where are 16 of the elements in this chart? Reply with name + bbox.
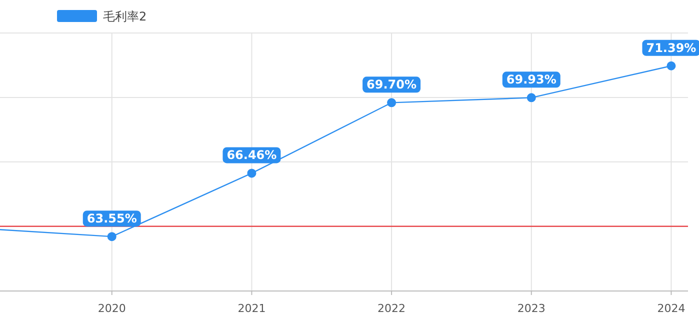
data-label: 66.46%	[226, 148, 277, 162]
point	[387, 98, 396, 108]
point	[666, 61, 676, 70]
x-tick-label: 2021	[238, 302, 266, 315]
data-label: 69.70%	[366, 78, 417, 92]
x-tick-label: 2022	[378, 302, 406, 315]
point	[526, 93, 536, 102]
legend-label: 毛利率2	[103, 10, 147, 24]
x-tick-label: 2020	[98, 302, 126, 315]
x-tick-label: 2024	[657, 302, 686, 315]
data-label: 71.39%	[646, 40, 696, 55]
data-label: 69.93%	[506, 72, 556, 87]
data-label: 63.55%	[86, 212, 137, 226]
point	[247, 168, 256, 178]
x-tick-label: 2023	[517, 302, 546, 315]
point	[107, 232, 116, 242]
